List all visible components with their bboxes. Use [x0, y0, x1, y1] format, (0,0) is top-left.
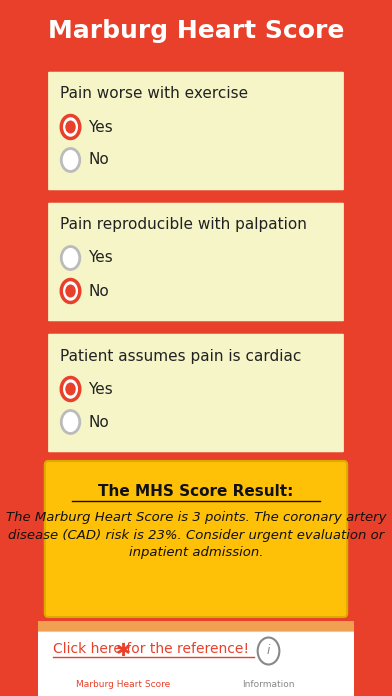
Circle shape: [65, 383, 76, 395]
FancyBboxPatch shape: [46, 332, 346, 454]
Circle shape: [61, 246, 80, 269]
Text: Yes: Yes: [88, 251, 113, 265]
FancyBboxPatch shape: [45, 461, 347, 617]
FancyBboxPatch shape: [46, 70, 346, 192]
Circle shape: [61, 377, 80, 400]
Circle shape: [65, 285, 76, 297]
Text: i: i: [267, 644, 270, 658]
Text: Marburg Heart Score: Marburg Heart Score: [48, 19, 344, 43]
FancyBboxPatch shape: [46, 201, 346, 323]
Circle shape: [61, 148, 80, 171]
Text: Yes: Yes: [88, 120, 113, 134]
Text: No: No: [88, 415, 109, 429]
Text: No: No: [88, 283, 109, 299]
Text: ✱: ✱: [116, 642, 131, 660]
Text: The Marburg Heart Score is 3 points. The coronary artery
disease (CAD) risk is 2: The Marburg Heart Score is 3 points. The…: [6, 511, 386, 559]
Text: The MHS Score Result:: The MHS Score Result:: [98, 484, 294, 498]
Text: Click here for the reference!: Click here for the reference!: [53, 642, 249, 656]
FancyBboxPatch shape: [38, 631, 354, 696]
Circle shape: [61, 411, 80, 434]
Text: Yes: Yes: [88, 381, 113, 397]
Text: Patient assumes pain is cardiac: Patient assumes pain is cardiac: [60, 349, 301, 363]
Circle shape: [61, 280, 80, 303]
Text: Information: Information: [242, 680, 295, 689]
Circle shape: [65, 120, 76, 134]
Circle shape: [61, 116, 80, 139]
FancyBboxPatch shape: [38, 621, 354, 677]
Text: No: No: [88, 152, 109, 168]
Text: Marburg Heart Score: Marburg Heart Score: [76, 680, 171, 689]
Text: Pain worse with exercise: Pain worse with exercise: [60, 86, 248, 102]
Text: Pain reproducible with palpation: Pain reproducible with palpation: [60, 217, 307, 232]
FancyBboxPatch shape: [38, 0, 354, 62]
